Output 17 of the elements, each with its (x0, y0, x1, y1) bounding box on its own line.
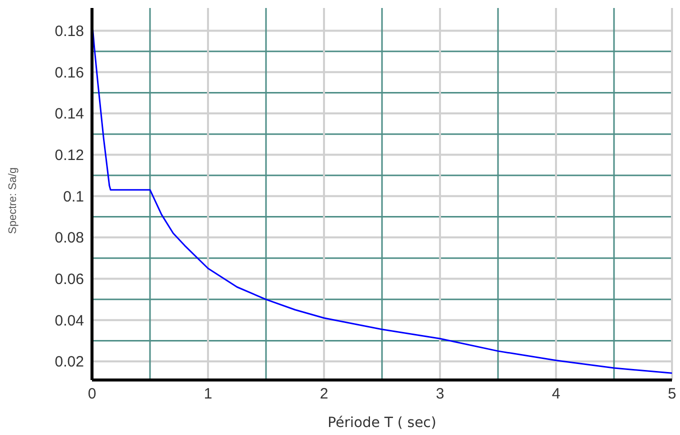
y-tick-label: 0.08 (54, 230, 84, 247)
x-tick-label: 1 (204, 386, 212, 403)
y-tick-label: 0.16 (54, 64, 84, 82)
x-axis-title: Période T ( sec) (328, 415, 436, 431)
y-tick-label: 0.06 (54, 271, 84, 288)
x-tick-label: 5 (668, 386, 676, 403)
y-tick-label: 0.04 (54, 312, 84, 330)
x-tick-label: 3 (436, 386, 444, 403)
y-tick-label: 0.02 (54, 354, 84, 371)
y-tick-label: 0.14 (54, 106, 84, 123)
y-tick-label: 0.18 (54, 23, 84, 40)
x-tick-label: 0 (88, 386, 96, 403)
x-tick-label: 4 (552, 386, 560, 403)
y-axis-title: Spectre: Sa/g (6, 167, 19, 234)
y-tick-label: 0.12 (54, 147, 84, 164)
x-tick-label: 2 (320, 386, 328, 403)
y-tick-label: 0.1 (63, 188, 84, 206)
